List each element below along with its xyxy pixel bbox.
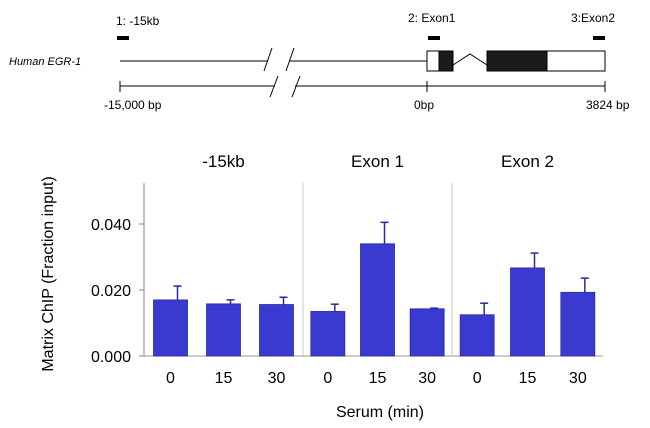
panel-title: Exon 2: [501, 152, 554, 171]
panels: -15kb 0 15 30 Exon 1 0 15 30 Exon 2 0 15 30: [144, 152, 603, 387]
x-tick-label: 15: [215, 370, 233, 387]
probe-label-2: 2: Exon1: [408, 11, 456, 25]
exon2-utr: [546, 50, 606, 72]
scale-label-right: 3824 bp: [586, 98, 630, 112]
y-tick-label: 0.040: [91, 217, 131, 234]
scale-label-left: -15,000 bp: [104, 98, 162, 112]
bar: [409, 308, 445, 357]
scale-break-mark-1: [269, 75, 279, 98]
panel: Exon 1 0 15 30: [302, 152, 452, 387]
gene-break-mark-2: [285, 47, 295, 72]
probe-label-1: 1: -15kb: [116, 14, 160, 28]
gene-break-mark-1: [263, 47, 273, 72]
gene-diagram: 1: -15kb 2: Exon1 3:Exon2 Human EGR-1 -1…: [9, 11, 630, 112]
exon2-coding: [486, 50, 548, 72]
bar: [560, 291, 596, 357]
scale-break-mark-2: [291, 75, 301, 98]
y-axis: 0.000 0.020 0.040: [91, 183, 145, 366]
bar: [259, 304, 294, 357]
panel: -15kb 0 15 30: [144, 152, 303, 387]
bar: [360, 243, 395, 357]
x-tick-label: 0: [323, 370, 332, 387]
panel: Exon 2 0 15 30: [451, 152, 603, 387]
probe-marker-3: [593, 36, 605, 40]
x-tick-label: 30: [268, 370, 286, 387]
bar: [206, 303, 241, 357]
bar: [459, 314, 495, 357]
x-axis-title: Serum (min): [336, 404, 424, 421]
exon1-utr: [426, 50, 440, 72]
x-tick-label: 0: [166, 370, 175, 387]
y-tick-label: 0.000: [91, 349, 131, 366]
x-tick-label: 15: [369, 370, 387, 387]
y-tick-label: 0.020: [91, 283, 131, 300]
chart: Matrix ChIP (Fraction input) Serum (min)…: [40, 152, 603, 421]
bar: [153, 299, 188, 357]
probe-marker-1: [117, 36, 129, 40]
gene-label: Human EGR-1: [9, 56, 81, 68]
panel-title: Exon 1: [351, 152, 404, 171]
x-tick-label: 0: [473, 370, 482, 387]
exon1-coding: [438, 50, 454, 72]
x-tick-label: 15: [519, 370, 537, 387]
bar: [510, 267, 545, 357]
x-tick-label: 30: [569, 370, 587, 387]
panel-title: -15kb: [202, 152, 245, 171]
x-tick-label: 30: [418, 370, 436, 387]
bar: [310, 311, 346, 357]
probe-label-3: 3:Exon2: [571, 11, 615, 25]
probe-marker-2: [428, 36, 440, 40]
intron: [452, 53, 488, 66]
y-axis-title: Matrix ChIP (Fraction input): [40, 176, 57, 371]
scale-label-mid: 0bp: [414, 98, 434, 112]
